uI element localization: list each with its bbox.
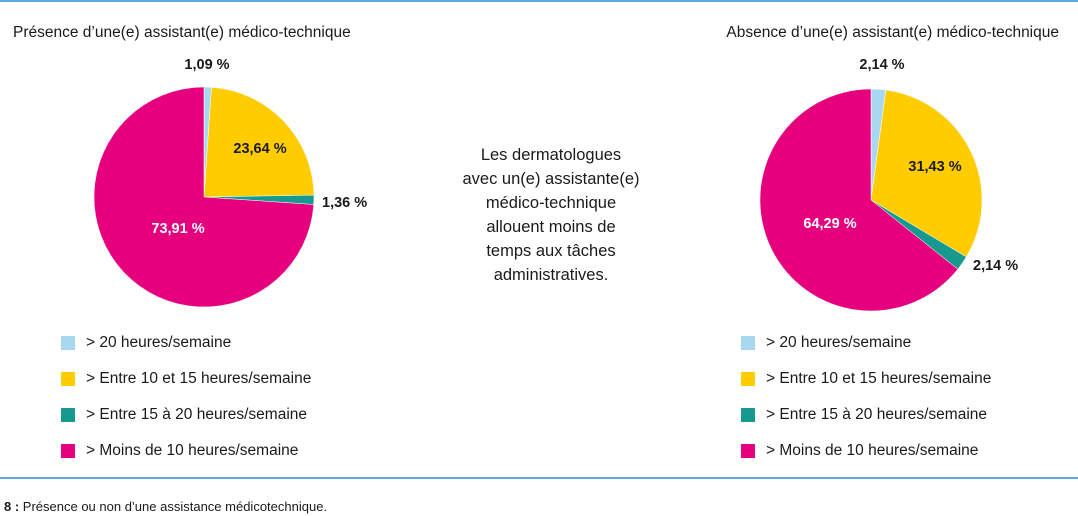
figure-caption: 8 : Présence ou non d’une assistance méd… bbox=[4, 499, 327, 514]
absence-pie-slice bbox=[870, 89, 983, 258]
presence-pie-slice bbox=[203, 86, 315, 198]
absence-legend-item: > Moins de 10 heures/semaine bbox=[741, 433, 991, 469]
legend-label: > Moins de 10 heures/semaine bbox=[86, 442, 299, 459]
center-annotation: Les dermatologues avec un(e) assistante(… bbox=[462, 146, 640, 284]
legend-swatch bbox=[741, 336, 755, 350]
legend-swatch bbox=[61, 372, 75, 386]
presence-slice-label: 1,09 % bbox=[184, 57, 229, 73]
absence-legend-item: > Entre 15 à 20 heures/semaine bbox=[741, 397, 991, 433]
absence-slice-label: 2,14 % bbox=[859, 57, 904, 73]
legend-label: > Entre 10 et 15 heures/semaine bbox=[766, 370, 992, 387]
absence-legend-item: > 20 heures/semaine bbox=[741, 325, 991, 361]
legend-absence: > 20 heures/semaine > Entre 10 et 15 heur… bbox=[741, 325, 991, 469]
presence-pie-slice bbox=[93, 86, 315, 308]
legend-swatch bbox=[741, 408, 755, 422]
chart-title-absence: Absence d’une(e) assistant(e) médico-tec… bbox=[726, 24, 1059, 41]
absence-pie-slice bbox=[759, 88, 959, 312]
presence-legend-item: > 20 heures/semaine bbox=[61, 325, 311, 361]
caption-text: Présence ou non d’une assistance médicot… bbox=[19, 499, 328, 514]
presence-slice-label: 23,64 % bbox=[233, 141, 286, 157]
legend-label: > Entre 10 et 15 heures/semaine bbox=[86, 370, 312, 387]
legend-label: > Entre 15 à 20 heures/semaine bbox=[766, 406, 988, 423]
presence-slice-label: 73,91 % bbox=[151, 221, 204, 237]
legend-presence: > 20 heures/semaine > Entre 10 et 15 heur… bbox=[61, 325, 311, 469]
presence-legend-item: > Entre 15 à 20 heures/semaine bbox=[61, 397, 311, 433]
presence-legend-item: > Moins de 10 heures/semaine bbox=[61, 433, 311, 469]
legend-swatch bbox=[741, 444, 755, 458]
absence-legend-item: > Entre 10 et 15 heures/semaine bbox=[741, 361, 991, 397]
absence-slice-label: 64,29 % bbox=[803, 216, 856, 232]
legend-swatch bbox=[61, 444, 75, 458]
chart-title-presence: Présence d’une(e) assistant(e) médico-te… bbox=[13, 24, 351, 41]
absence-slice-label: 2,14 % bbox=[973, 258, 1018, 274]
bottom-rule bbox=[0, 477, 1078, 479]
top-rule bbox=[0, 0, 1078, 2]
absence-slice-label: 31,43 % bbox=[908, 159, 961, 175]
caption-number: 8 : bbox=[4, 499, 20, 514]
legend-label: > Entre 15 à 20 heures/semaine bbox=[86, 406, 308, 423]
presence-legend-item: > Entre 10 et 15 heures/semaine bbox=[61, 361, 311, 397]
legend-label: > Moins de 10 heures/semaine bbox=[766, 442, 979, 459]
legend-swatch bbox=[741, 372, 755, 386]
legend-label: > 20 heures/semaine bbox=[86, 334, 232, 351]
legend-label: > 20 heures/semaine bbox=[766, 334, 912, 351]
presence-slice-label: 1,36 % bbox=[322, 195, 367, 211]
legend-swatch bbox=[61, 336, 75, 350]
legend-swatch bbox=[61, 408, 75, 422]
